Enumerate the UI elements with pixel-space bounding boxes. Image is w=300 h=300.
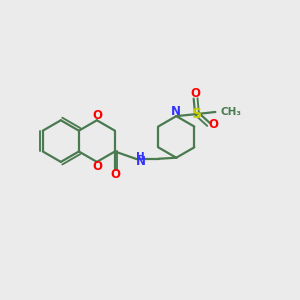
Text: N: N bbox=[136, 155, 146, 168]
Text: CH₃: CH₃ bbox=[220, 107, 241, 117]
Text: O: O bbox=[110, 169, 120, 182]
Text: O: O bbox=[190, 88, 201, 100]
Text: H: H bbox=[136, 152, 145, 162]
Text: O: O bbox=[92, 160, 103, 173]
Text: O: O bbox=[92, 109, 103, 122]
Text: N: N bbox=[171, 105, 181, 118]
Text: S: S bbox=[192, 107, 202, 121]
Text: O: O bbox=[208, 118, 218, 131]
